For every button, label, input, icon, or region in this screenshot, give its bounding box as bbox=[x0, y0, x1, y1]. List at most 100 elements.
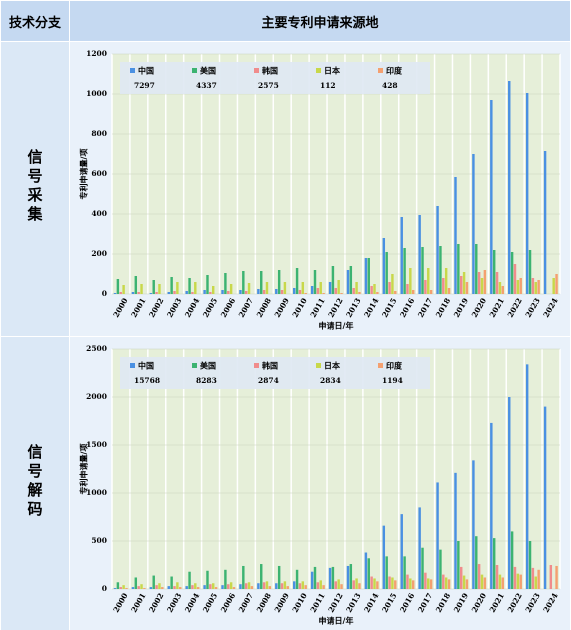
bar bbox=[444, 268, 448, 294]
bar bbox=[472, 154, 475, 294]
bar bbox=[113, 293, 117, 294]
x-tick-label: 2001 bbox=[129, 296, 147, 319]
bar bbox=[295, 569, 299, 589]
x-tick-label: 2023 bbox=[524, 591, 542, 614]
bar bbox=[490, 100, 493, 294]
bar bbox=[388, 282, 391, 294]
bar bbox=[462, 575, 466, 589]
bar bbox=[483, 270, 487, 294]
bar bbox=[310, 571, 314, 589]
legend-swatch bbox=[378, 68, 383, 73]
x-tick-label: 2024 bbox=[541, 591, 559, 614]
legend-swatch bbox=[378, 363, 383, 368]
bar bbox=[206, 570, 209, 589]
bar bbox=[250, 586, 254, 589]
bar bbox=[439, 549, 442, 589]
bar bbox=[531, 278, 535, 294]
bar bbox=[465, 282, 469, 294]
bar bbox=[528, 541, 532, 589]
legend-total: 2874 bbox=[258, 376, 279, 385]
legend-label: 印度 bbox=[386, 361, 403, 371]
bar bbox=[510, 531, 514, 589]
x-tick-label: 2022 bbox=[506, 591, 524, 614]
bar bbox=[298, 583, 302, 589]
bar bbox=[394, 291, 397, 294]
bar bbox=[460, 566, 463, 589]
bar bbox=[188, 278, 191, 294]
y-axis-label: 专利申请量/项 bbox=[79, 149, 89, 200]
x-tick-label: 2023 bbox=[524, 296, 542, 319]
bar bbox=[409, 268, 412, 294]
bar bbox=[152, 575, 155, 589]
bar bbox=[277, 270, 281, 294]
legend-label: 韩国 bbox=[262, 66, 278, 76]
bar bbox=[370, 286, 373, 294]
bar bbox=[498, 574, 502, 589]
bar bbox=[394, 580, 397, 589]
bar bbox=[364, 258, 368, 294]
bar bbox=[340, 293, 343, 294]
bar bbox=[400, 514, 403, 589]
bar bbox=[262, 290, 266, 294]
bar bbox=[501, 577, 505, 589]
bar bbox=[131, 587, 135, 589]
bar bbox=[400, 217, 403, 294]
bar bbox=[429, 290, 433, 294]
bar bbox=[224, 273, 227, 294]
bar bbox=[275, 583, 278, 589]
bar bbox=[421, 547, 424, 589]
x-tick-label: 2017 bbox=[416, 296, 434, 319]
bar bbox=[188, 571, 191, 589]
x-tick-label: 2017 bbox=[416, 591, 434, 614]
x-tick-label: 2006 bbox=[219, 296, 237, 319]
bar bbox=[247, 283, 251, 294]
legend-box bbox=[120, 62, 430, 94]
bar bbox=[173, 291, 176, 294]
bar bbox=[457, 541, 460, 589]
bar bbox=[418, 507, 421, 589]
bar bbox=[421, 247, 424, 294]
bar bbox=[465, 579, 469, 589]
bar bbox=[134, 577, 138, 589]
bar bbox=[508, 397, 511, 589]
x-tick-label: 2002 bbox=[147, 296, 165, 319]
bar bbox=[221, 585, 224, 589]
bar bbox=[349, 266, 353, 294]
bar bbox=[498, 282, 502, 294]
bar bbox=[391, 577, 394, 589]
bar bbox=[331, 266, 335, 294]
bar bbox=[349, 564, 353, 589]
bar bbox=[513, 264, 517, 294]
bar bbox=[406, 574, 409, 589]
bar bbox=[477, 272, 481, 294]
bar bbox=[388, 576, 391, 589]
bar bbox=[229, 284, 233, 294]
bar bbox=[301, 581, 305, 589]
bar bbox=[525, 364, 529, 589]
bar bbox=[313, 566, 317, 589]
bar bbox=[149, 587, 153, 589]
bar bbox=[555, 274, 558, 294]
bar bbox=[508, 81, 511, 294]
bar bbox=[337, 579, 340, 589]
bar bbox=[122, 285, 125, 294]
bar bbox=[534, 576, 537, 589]
x-tick-label: 2008 bbox=[255, 296, 273, 319]
bar bbox=[125, 588, 128, 589]
bar bbox=[265, 581, 269, 589]
bar bbox=[454, 472, 457, 589]
bar bbox=[176, 282, 179, 294]
bar bbox=[534, 282, 537, 294]
x-tick-label: 2018 bbox=[434, 591, 452, 614]
bar bbox=[501, 286, 505, 294]
bar bbox=[152, 280, 155, 294]
bar bbox=[260, 564, 263, 589]
bar bbox=[211, 286, 215, 294]
bar bbox=[167, 586, 170, 589]
bar bbox=[158, 284, 161, 294]
bar bbox=[475, 244, 478, 294]
bar bbox=[239, 290, 242, 294]
y-tick-label: 2000 bbox=[86, 392, 107, 401]
bar bbox=[472, 460, 475, 589]
bar bbox=[167, 292, 170, 294]
